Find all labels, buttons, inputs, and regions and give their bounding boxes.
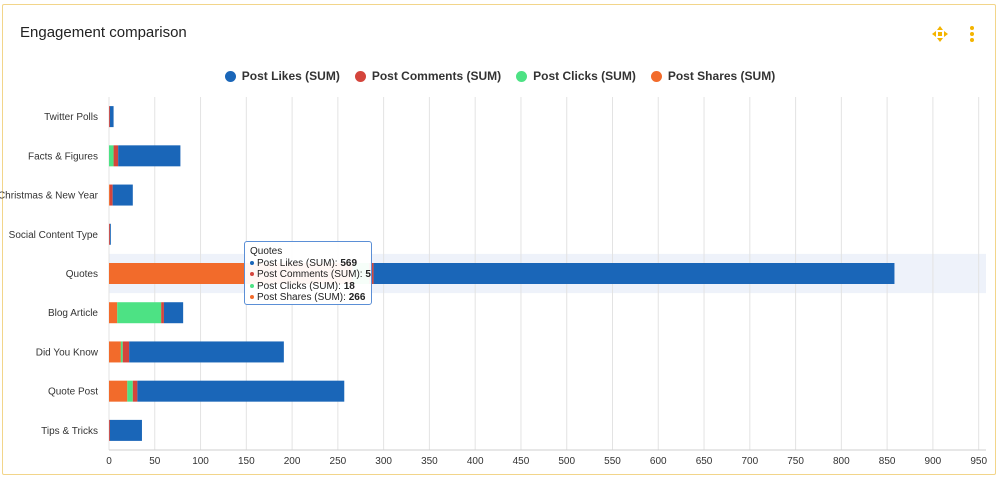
legend-dot [650,70,662,82]
bar-segment[interactable] [373,263,895,284]
bar-segment[interactable] [109,184,113,206]
x-tick-label: 900 [925,456,942,467]
bar-segment[interactable] [109,184,110,206]
bar-segment[interactable] [117,302,162,324]
x-tick-label: 300 [375,456,392,467]
tooltip-value: 266 [348,292,366,303]
tooltip-dot [250,272,254,277]
bar-segment[interactable] [120,341,123,363]
tooltip-value: 569 [340,257,358,269]
y-category-label: Did You Know [36,347,99,358]
tooltip-dot [250,283,254,288]
bar-segment[interactable] [118,145,181,167]
x-tick-label: 250 [330,456,347,467]
y-category-label: Social Content Type [9,230,99,241]
tooltip-row-comments: Post Comments (SUM): 5 [250,269,371,281]
bar-segment[interactable] [109,380,128,402]
x-tick-label: 700 [741,456,758,467]
bar-segment[interactable] [109,145,114,167]
y-category-label: Tips & Tricks [41,426,98,437]
tooltip-label: Post Comments (SUM) [257,269,360,280]
tooltip-row-likes: Post Likes (SUM): 569 [250,258,366,270]
bar-segment[interactable] [109,223,111,245]
bar-segment[interactable] [109,419,142,441]
x-tick-label: 50 [149,456,161,467]
chart-tooltip: Quotes Post Likes (SUM): 569 Post Commen… [244,241,372,305]
x-tick-label: 550 [604,456,621,467]
x-tick-label: 400 [467,456,484,467]
tooltip-title: Quotes [250,246,283,257]
card-actions [931,25,975,48]
legend-dot [354,70,366,82]
more-vertical-icon[interactable] [969,25,975,48]
x-tick-label: 200 [284,456,301,467]
bar-segment[interactable] [129,341,284,363]
move-arrows-icon[interactable] [931,25,949,48]
bar-segment[interactable] [109,106,110,128]
tooltip-dot [250,260,254,265]
x-tick-label: 350 [421,456,438,467]
legend-dot [224,70,236,82]
tooltip-dot [250,295,254,300]
x-tick-label: 100 [192,456,209,467]
tooltip-value: 18 [343,280,355,292]
tooltip-row-clicks: Post Clicks (SUM): 18 [250,281,366,293]
tooltip-row-shares: Post Shares (SUM): 266 [250,292,366,304]
bar-segment[interactable] [109,302,118,324]
bar-segment[interactable] [132,380,138,402]
bar-segment[interactable] [109,419,110,441]
bar-segment[interactable] [122,341,130,363]
legend-item-post-clicks[interactable]: Post Clicks (SUM) [516,67,636,85]
y-category-label: Christmas & New Year [0,191,99,202]
bar-segment[interactable] [109,106,114,128]
y-category-label: Twitter Polls [44,112,98,123]
legend-dot [516,70,528,82]
tooltip-label: Post Shares (SUM) [257,292,344,303]
bar-segment[interactable] [109,341,121,363]
legend-label: Post Shares (SUM) [667,69,776,83]
y-category-label: Blog Article [48,308,98,319]
bar-segment[interactable] [137,380,345,402]
tooltip-label: Post Clicks (SUM) [257,280,339,292]
x-tick-label: 600 [650,456,667,467]
tooltip-label: Post Likes (SUM) [257,257,335,269]
legend-label: Post Comments (SUM) [371,69,502,83]
bar-segment[interactable] [127,380,133,402]
y-category-label: Quote Post [48,387,98,398]
y-category-label: Quotes [66,269,98,280]
x-tick-label: 750 [787,456,804,467]
bar-segment[interactable] [163,302,184,324]
legend-item-post-comments[interactable]: Post Comments (SUM) [354,67,502,85]
legend-label: Post Clicks (SUM) [533,69,636,83]
tooltip-value: 5 [365,269,371,280]
x-tick-label: 500 [558,456,575,467]
bar-segment[interactable] [109,223,110,245]
x-tick-label: 150 [238,456,255,467]
x-tick-label: 650 [696,456,713,467]
x-tick-label: 950 [970,456,987,467]
x-tick-label: 450 [513,456,530,467]
legend-label: Post Likes (SUM) [241,69,340,83]
legend-item-post-shares[interactable]: Post Shares (SUM) [650,67,776,85]
x-tick-label: 0 [106,456,112,467]
x-tick-label: 850 [879,456,896,467]
legend-item-post-likes[interactable]: Post Likes (SUM) [224,67,340,85]
chart-title: Engagement comparison [20,24,187,41]
bar-segment[interactable] [112,184,133,206]
bar-segment[interactable] [113,145,119,167]
chart-legend: Post Likes (SUM) Post Comments (SUM) Pos… [0,67,1000,85]
x-tick-label: 800 [833,456,850,467]
bar-segment[interactable] [161,302,164,324]
y-category-label: Facts & Figures [28,151,98,162]
